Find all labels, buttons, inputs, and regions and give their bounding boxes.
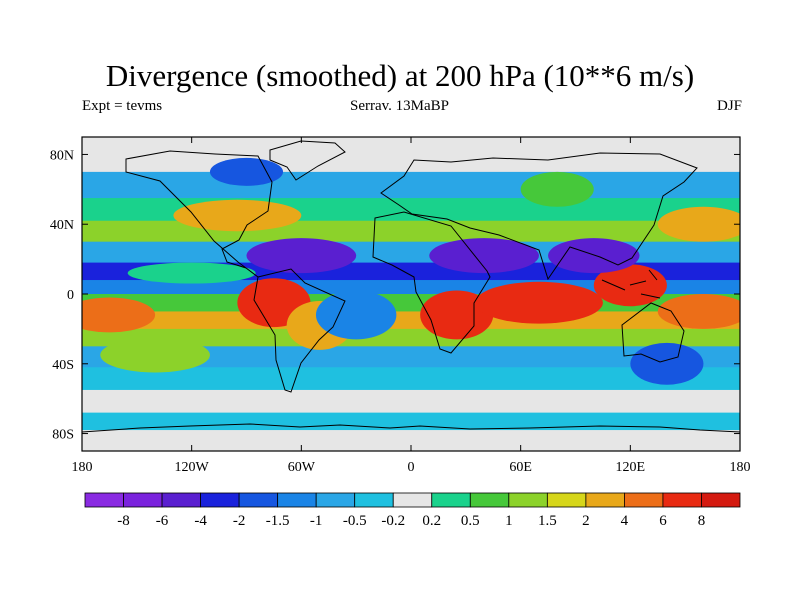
coastline-indonesia (601, 269, 661, 299)
colorbar-label: -1.5 (266, 513, 290, 529)
x-tick-label: 60E (509, 460, 532, 475)
colorbar-swatch (469, 492, 510, 508)
zonal-band (82, 328, 740, 347)
colorbar-label: 2 (582, 513, 590, 529)
coastlines (82, 140, 740, 433)
colorbar-swatch (431, 492, 471, 508)
zonal-band (82, 430, 740, 451)
field-anomaly (315, 290, 397, 340)
colorbar-label: -1 (310, 513, 323, 529)
coastline-eurasia (380, 152, 698, 281)
x-tick-label: 180 (730, 460, 751, 475)
season-label: DJF (716, 98, 742, 114)
coastline-africa (372, 211, 491, 354)
colorbar-swatch (161, 492, 201, 508)
coastline-south-america (253, 268, 346, 393)
coastline-antarctica (82, 423, 740, 433)
field-anomaly (127, 262, 256, 284)
field-anomaly (548, 238, 640, 274)
colorbar-label: 4 (621, 513, 629, 529)
x-tick-label: 120E (616, 460, 646, 475)
colorbar-label: 1.5 (538, 513, 557, 529)
colorbar-swatch (200, 492, 240, 508)
colorbar-label: 0.2 (422, 513, 441, 529)
colorbar-swatch (701, 492, 741, 508)
field-anomaly (100, 337, 210, 373)
colorbar-swatch (315, 492, 356, 508)
experiment-label: Expt = tevms (82, 98, 163, 114)
coastline-australia (621, 302, 685, 363)
plot-frame: 180 120W 60W 0 60E 120E 180 80N 40N 0 40S 80S (50, 136, 751, 475)
zonal-band (82, 412, 740, 431)
colorbar-swatch (238, 492, 279, 508)
period-label: Serrav. 13MaBP (350, 98, 450, 114)
colorbar-label: -2 (233, 513, 246, 529)
colorbar-swatch (354, 492, 394, 508)
coastline-greenland (269, 140, 346, 181)
zonal-band (82, 389, 740, 414)
colorbar-swatch (84, 492, 124, 508)
field-layer (82, 137, 740, 451)
colorbar-swatch (662, 492, 702, 508)
y-tick-label: 0 (67, 288, 74, 303)
colorbar: -8 -6 -4 -2 -1.5 -1 -0.5 -0.2 0.2 0.5 1 1.5 2 4 6 8 (84, 492, 741, 529)
colorbar-swatch (508, 492, 548, 508)
colorbar-label: -4 (194, 513, 207, 529)
field-anomaly (630, 342, 704, 385)
field-anomaly (520, 171, 594, 207)
chart-title: Divergence (smoothed) at 200 hPa (10**6 … (105, 58, 695, 93)
field-anomaly (657, 294, 740, 329)
x-tick-label: 0 (408, 460, 415, 475)
colorbar-label: 8 (698, 513, 706, 529)
field-anomaly (82, 297, 156, 333)
zonal-band (82, 311, 740, 330)
colorbar-label: -6 (156, 513, 169, 529)
colorbar-label: -0.5 (343, 513, 367, 529)
field-anomaly (429, 238, 539, 274)
colorbar-label: 1 (505, 513, 513, 529)
colorbar-swatch (392, 492, 433, 508)
colorbar-label: 6 (659, 513, 667, 529)
colorbar-swatch (123, 492, 163, 508)
colorbar-swatch (546, 492, 587, 508)
zonal-band (82, 171, 740, 199)
colorbar-swatch (624, 492, 664, 508)
colorbar-label: 0.5 (461, 513, 480, 529)
field-anomaly (209, 157, 284, 186)
y-tick-label: 40N (50, 218, 74, 233)
y-tick-label: 80S (52, 428, 74, 443)
field-anomaly (246, 238, 357, 274)
colorbar-label: -0.2 (381, 513, 405, 529)
field-anomaly (657, 206, 740, 242)
field-anomaly (474, 281, 603, 324)
y-tick-label: 40S (52, 358, 74, 373)
zonal-band (82, 346, 740, 368)
colorbar-swatch (277, 492, 317, 508)
coastline-north-america (125, 150, 273, 278)
x-tick-label: 180 (72, 460, 93, 475)
zonal-band (82, 220, 740, 243)
field-anomaly (173, 199, 302, 232)
x-tick-label: 120W (175, 460, 210, 475)
x-tick-label: 60W (288, 460, 316, 475)
colorbar-label: -8 (117, 513, 130, 529)
colorbar-swatch (585, 492, 625, 508)
zonal-band (82, 367, 740, 391)
y-tick-label: 80N (50, 148, 74, 163)
